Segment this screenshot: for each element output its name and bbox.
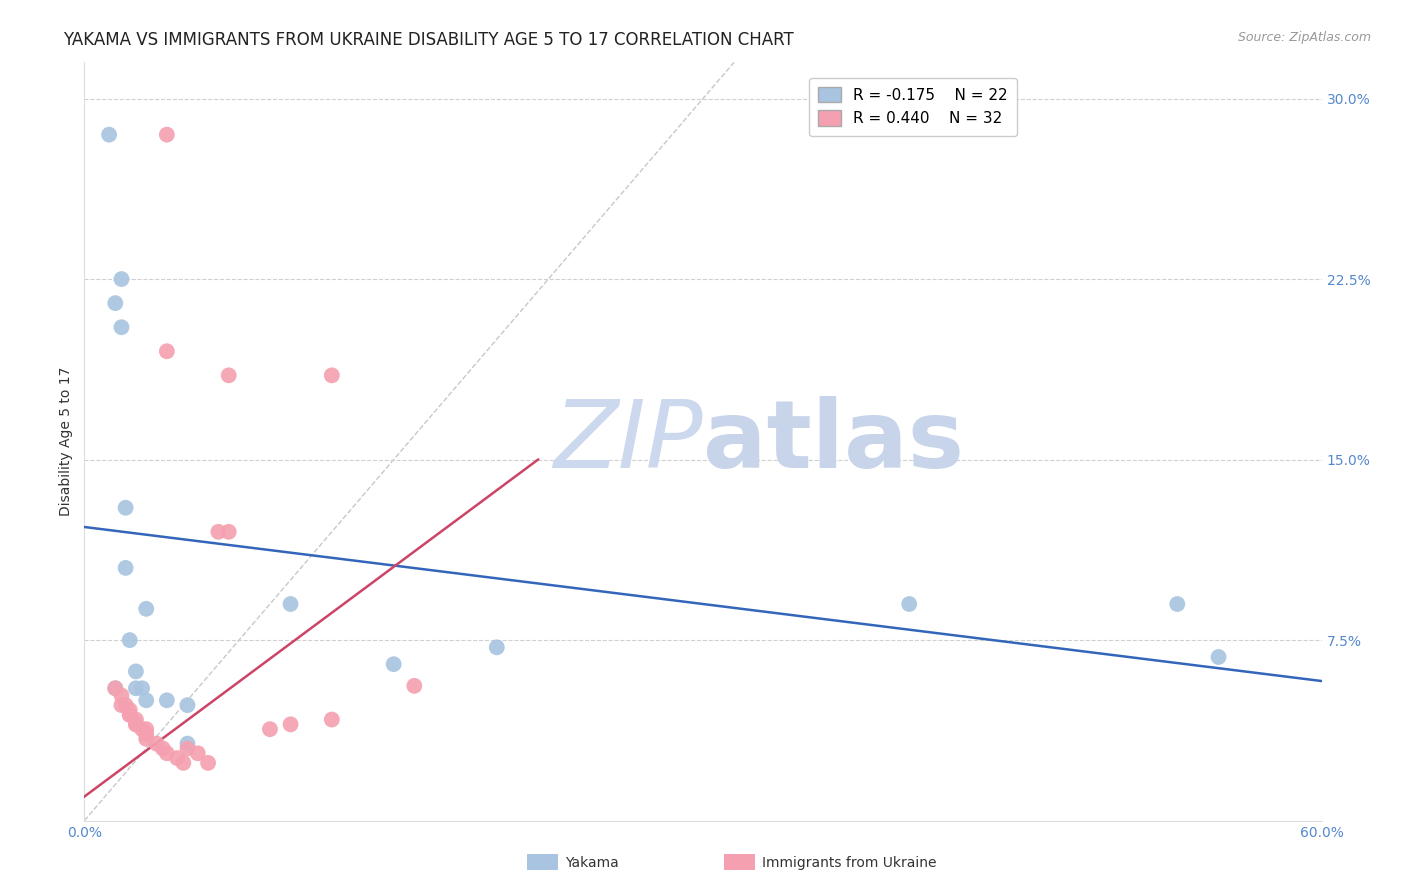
- Point: [218, 524, 240, 539]
- Point: [104, 681, 127, 696]
- Text: atlas: atlas: [703, 395, 965, 488]
- Point: [135, 602, 157, 616]
- Point: [114, 500, 136, 515]
- Y-axis label: Disability Age 5 to 17: Disability Age 5 to 17: [59, 367, 73, 516]
- Point: [110, 698, 132, 712]
- Text: Source: ZipAtlas.com: Source: ZipAtlas.com: [1237, 31, 1371, 45]
- Point: [118, 633, 141, 648]
- Point: [131, 681, 153, 696]
- Point: [166, 751, 188, 765]
- Point: [131, 722, 153, 736]
- Point: [110, 320, 132, 334]
- Point: [156, 344, 179, 359]
- Point: [321, 368, 343, 383]
- Point: [118, 707, 141, 722]
- Point: [898, 597, 921, 611]
- Point: [172, 756, 194, 770]
- Point: [259, 722, 281, 736]
- Point: [110, 689, 132, 703]
- Point: [404, 679, 426, 693]
- Point: [207, 524, 229, 539]
- Point: [280, 717, 302, 731]
- Point: [218, 368, 240, 383]
- Point: [114, 698, 136, 712]
- Point: [118, 703, 141, 717]
- Point: [176, 741, 198, 756]
- Point: [125, 717, 148, 731]
- Point: [156, 746, 179, 760]
- Point: [1208, 650, 1230, 665]
- Point: [176, 737, 198, 751]
- Point: [156, 128, 179, 142]
- Point: [110, 272, 132, 286]
- Point: [125, 665, 148, 679]
- Point: [135, 693, 157, 707]
- Text: Yakama: Yakama: [565, 855, 619, 870]
- Text: Immigrants from Ukraine: Immigrants from Ukraine: [762, 855, 936, 870]
- Point: [114, 561, 136, 575]
- Point: [197, 756, 219, 770]
- Point: [125, 713, 148, 727]
- Text: ZIP: ZIP: [554, 396, 703, 487]
- Point: [152, 741, 174, 756]
- Point: [321, 713, 343, 727]
- Point: [125, 717, 148, 731]
- Point: [135, 722, 157, 736]
- Point: [145, 737, 167, 751]
- Point: [176, 698, 198, 712]
- Point: [280, 597, 302, 611]
- Point: [1166, 597, 1188, 611]
- Point: [104, 681, 127, 696]
- Text: YAKAMA VS IMMIGRANTS FROM UKRAINE DISABILITY AGE 5 TO 17 CORRELATION CHART: YAKAMA VS IMMIGRANTS FROM UKRAINE DISABI…: [63, 31, 794, 49]
- Point: [485, 640, 508, 655]
- Point: [382, 657, 405, 672]
- Point: [125, 681, 148, 696]
- Point: [187, 746, 209, 760]
- Legend: R = -0.175    N = 22, R = 0.440    N = 32: R = -0.175 N = 22, R = 0.440 N = 32: [808, 78, 1017, 136]
- Point: [156, 693, 179, 707]
- Point: [104, 296, 127, 310]
- Point: [135, 731, 157, 746]
- Point: [135, 727, 157, 741]
- Point: [118, 707, 141, 722]
- Point: [98, 128, 121, 142]
